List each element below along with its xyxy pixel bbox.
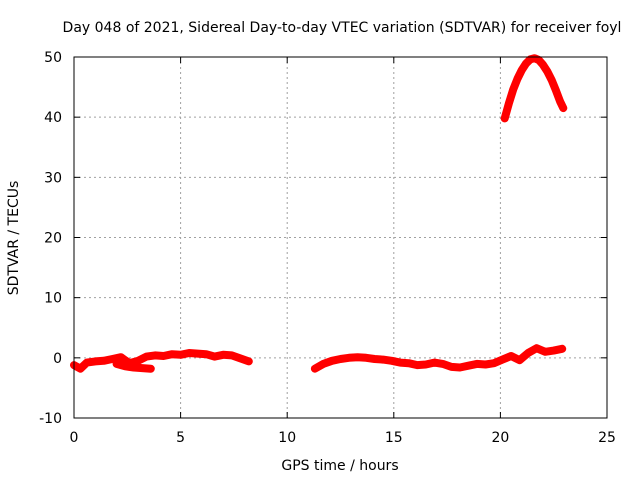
data-point bbox=[501, 114, 509, 122]
y-tick-label: -10 bbox=[39, 411, 62, 427]
data-point bbox=[113, 360, 121, 368]
data-point bbox=[228, 351, 236, 359]
data-point bbox=[513, 75, 521, 83]
data-point bbox=[518, 66, 526, 74]
data-point bbox=[524, 349, 532, 357]
data-point bbox=[556, 98, 564, 106]
data-point bbox=[185, 349, 193, 357]
grid-layer bbox=[74, 57, 607, 418]
data-point bbox=[91, 357, 99, 365]
series-band bbox=[70, 349, 253, 373]
data-point bbox=[134, 357, 142, 365]
data-point bbox=[100, 357, 108, 365]
x-tick-label: 10 bbox=[278, 430, 296, 446]
data-point bbox=[388, 357, 396, 365]
data-point bbox=[541, 348, 549, 356]
data-point bbox=[147, 365, 155, 373]
data-point bbox=[371, 355, 379, 363]
data-point bbox=[194, 350, 202, 358]
y-axis-label: SDTVAR / TECUs bbox=[6, 181, 22, 296]
data-point bbox=[379, 356, 387, 364]
data-point bbox=[535, 56, 543, 64]
data-series-segment-2 bbox=[310, 344, 567, 373]
x-tick-label: 20 bbox=[491, 430, 509, 446]
data-point bbox=[422, 360, 430, 368]
y-tick-label: 40 bbox=[44, 110, 62, 126]
x-tick-label: 25 bbox=[598, 430, 616, 446]
data-point bbox=[130, 363, 138, 371]
data-point bbox=[550, 347, 558, 355]
data-point bbox=[345, 354, 353, 362]
x-tick-label: 0 bbox=[70, 430, 79, 446]
data-point bbox=[236, 354, 244, 362]
data-point bbox=[516, 356, 524, 364]
data-point bbox=[456, 363, 464, 371]
data-point bbox=[168, 350, 176, 358]
data-point bbox=[319, 360, 327, 368]
data-point bbox=[430, 359, 438, 367]
data-series-segment-1 bbox=[70, 349, 253, 373]
chart-title: Day 048 of 2021, Sidereal Day-to-day VTE… bbox=[63, 20, 622, 36]
data-point bbox=[543, 67, 551, 75]
data-point bbox=[439, 360, 447, 368]
data-point bbox=[76, 365, 84, 373]
data-point bbox=[151, 351, 159, 359]
data-point bbox=[552, 86, 560, 94]
data-point bbox=[559, 104, 567, 112]
data-point bbox=[413, 361, 421, 369]
data-point bbox=[499, 356, 507, 364]
data-point bbox=[509, 85, 517, 93]
data-point bbox=[177, 351, 185, 359]
data-point bbox=[328, 357, 336, 365]
tick-layer: 0 5 10 15 20 25 -10 0 10 20 30 40 50 bbox=[39, 50, 616, 446]
data-point bbox=[558, 345, 566, 353]
data-point bbox=[219, 351, 227, 359]
data-point bbox=[447, 363, 455, 371]
data-series-segment-1-branch bbox=[112, 359, 155, 373]
data-point bbox=[211, 353, 219, 361]
data-point bbox=[362, 354, 370, 362]
data-point bbox=[311, 365, 319, 373]
y-tick-label: 30 bbox=[44, 170, 62, 186]
data-point bbox=[539, 61, 547, 69]
data-point bbox=[405, 359, 413, 367]
data-point bbox=[396, 359, 404, 367]
data-point bbox=[160, 352, 168, 360]
data-point bbox=[83, 359, 91, 367]
data-point bbox=[473, 360, 481, 368]
data-point bbox=[481, 360, 489, 368]
x-tick-label: 15 bbox=[385, 430, 403, 446]
data-point bbox=[505, 99, 513, 107]
data-point bbox=[117, 353, 125, 361]
data-point bbox=[337, 355, 344, 363]
data-point bbox=[464, 362, 472, 370]
data-point bbox=[548, 76, 556, 84]
y-tick-label: 0 bbox=[53, 351, 62, 367]
data-point bbox=[533, 344, 541, 352]
data-point bbox=[121, 362, 129, 370]
y-tick-label: 50 bbox=[44, 50, 62, 66]
data-series-segment-3 bbox=[500, 54, 568, 123]
data-point bbox=[354, 353, 362, 361]
data-point bbox=[522, 60, 530, 68]
y-tick-label: 20 bbox=[44, 231, 62, 247]
x-tick-label: 5 bbox=[176, 430, 185, 446]
data-point bbox=[245, 357, 253, 365]
x-axis-label: GPS time / hours bbox=[281, 458, 398, 474]
y-tick-label: 10 bbox=[44, 291, 62, 307]
data-point bbox=[142, 353, 150, 361]
data-point bbox=[138, 364, 146, 372]
series-layer bbox=[70, 54, 568, 373]
data-point bbox=[202, 350, 210, 358]
data-point bbox=[507, 352, 515, 360]
data-point bbox=[490, 359, 498, 367]
